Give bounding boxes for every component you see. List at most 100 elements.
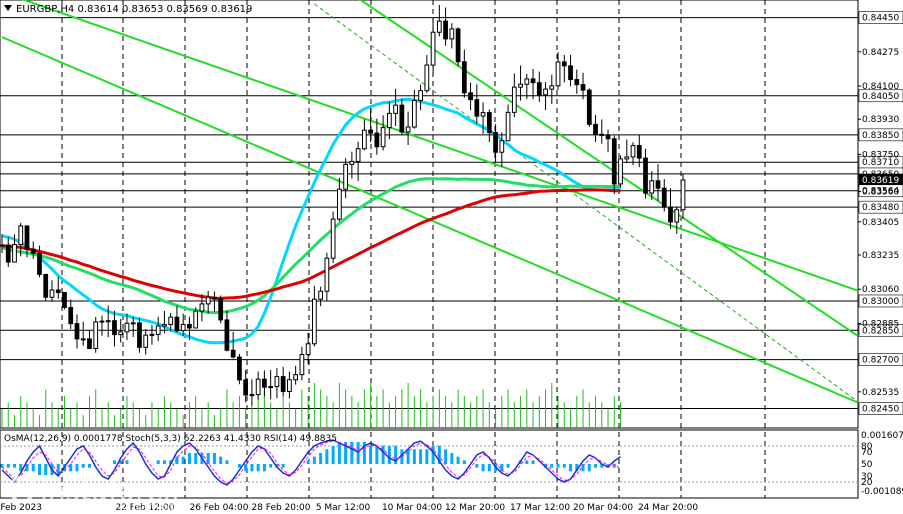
candle-body	[380, 127, 386, 148]
candle-body	[630, 145, 636, 158]
candle-body	[312, 298, 317, 345]
price-tag	[858, 11, 903, 24]
candle-body	[624, 156, 630, 160]
candle-body	[293, 374, 299, 381]
watermark-slogan: Instant Forex Trading	[48, 500, 174, 514]
candle-body	[0, 244, 5, 247]
price-tag-label: 0.83619	[862, 176, 899, 186]
candle-body	[561, 61, 567, 67]
candle-body	[337, 188, 342, 220]
candle-body	[474, 99, 480, 117]
candle-body	[649, 180, 655, 194]
price-tag-label: 0.83000	[862, 297, 899, 307]
candle-body	[149, 333, 155, 336]
candle-body	[93, 321, 99, 349]
x-tick-label: 20 Mar 04:00	[573, 503, 633, 513]
candle-body	[318, 290, 324, 300]
candle-body	[386, 112, 392, 129]
y-tick-label: 0.83560	[862, 188, 899, 198]
price-tag	[858, 402, 903, 415]
indicator-axis-label: -0.001089	[861, 487, 903, 497]
candle-body	[68, 306, 74, 325]
candle-body	[155, 325, 161, 335]
price-tag-label: 0.83564	[862, 187, 899, 197]
candle-body	[436, 20, 442, 33]
price-tag	[858, 353, 903, 366]
instaforex-logo-icon	[8, 475, 36, 503]
candle-body	[643, 157, 648, 194]
y-tick-label: 0.83235	[862, 251, 899, 261]
candle-body	[24, 225, 30, 250]
candle-body	[536, 82, 542, 96]
candle-body	[461, 61, 467, 94]
candle-body	[55, 289, 61, 294]
candle-body	[493, 132, 498, 153]
moving-average-line	[1, 177, 621, 315]
candle-body	[368, 129, 373, 134]
candle-body	[218, 298, 224, 321]
candle-body	[399, 104, 405, 133]
candle-body	[355, 148, 361, 162]
candle-body	[605, 134, 611, 140]
indicator-axis-label: 30	[861, 472, 873, 482]
x-tick-label: 22 Feb 12:00	[115, 503, 174, 513]
candle-body	[224, 319, 230, 351]
price-tag-label: 0.83710	[862, 158, 899, 168]
candle-body	[49, 289, 55, 298]
candle-body	[349, 160, 355, 165]
candle-body	[330, 218, 336, 259]
watermark-logo: instaforex	[40, 474, 179, 507]
candle-body	[668, 206, 673, 223]
candle-body	[324, 257, 330, 292]
x-tick-label: 24 Mar 20:00	[638, 503, 698, 513]
candle-body	[30, 248, 36, 254]
candle-body	[586, 89, 592, 125]
candle-body	[74, 323, 80, 340]
y-tick-label: 0.83060	[862, 285, 899, 295]
channel-line	[358, 0, 859, 337]
price-tag	[858, 323, 903, 337]
indicator-axis-label: 50	[861, 460, 873, 470]
candle-body	[230, 349, 236, 358]
candle-body	[193, 310, 199, 329]
candle-body	[143, 334, 149, 348]
candle-body	[411, 99, 417, 128]
candle-body	[80, 338, 86, 341]
candle-body	[599, 133, 605, 136]
candle-body	[530, 78, 536, 84]
y-tick-label: 0.83750	[862, 150, 899, 160]
y-tick-label: 0.84100	[862, 82, 899, 92]
candle-body	[299, 354, 305, 376]
indicator-panel-border	[0, 429, 859, 499]
candle-body	[361, 129, 367, 150]
candle-body	[518, 83, 523, 88]
candle-body	[12, 243, 17, 263]
candle-body	[274, 376, 280, 388]
candle-body	[680, 179, 686, 211]
candle-body	[255, 378, 261, 396]
candle-body	[105, 320, 111, 323]
stoch-signal-line	[1, 440, 621, 484]
candle-body	[430, 31, 436, 66]
candle-body	[593, 123, 598, 135]
price-tag-label: 0.84450	[862, 14, 899, 24]
candle-body	[424, 64, 430, 92]
candle-body	[99, 320, 105, 323]
candle-body	[237, 356, 242, 381]
candle-body	[655, 180, 661, 189]
price-tag	[858, 184, 903, 198]
x-tick-label: 28 Feb 20:00	[251, 503, 310, 513]
candle-body	[87, 338, 92, 349]
candle-body	[418, 90, 423, 101]
x-tick-label: 10 Mar 04:00	[382, 503, 442, 513]
candle-body	[168, 316, 174, 325]
candle-body	[287, 379, 292, 392]
candle-body	[268, 386, 274, 389]
candle-body	[212, 296, 217, 300]
price-tag	[858, 294, 903, 308]
price-tag	[858, 200, 903, 214]
price-tag-label: 0.84050	[862, 92, 899, 102]
indicator-axis-label: 20	[861, 478, 873, 488]
candle-body	[162, 323, 167, 327]
